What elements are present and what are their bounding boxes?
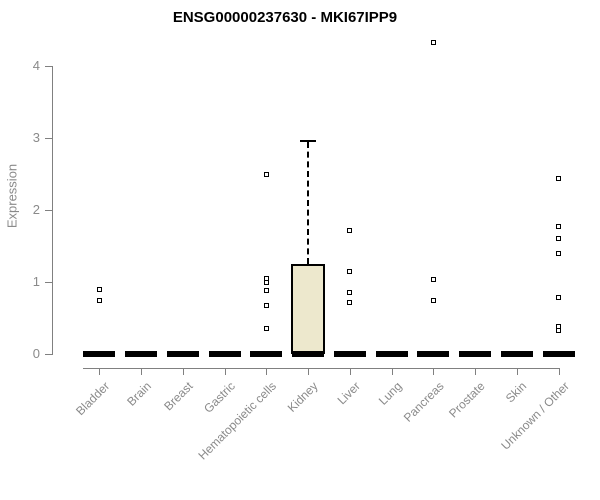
- median-bar: [500, 351, 533, 357]
- outlier-marker: [96, 297, 102, 303]
- median-bar: [459, 351, 492, 357]
- y-tick-label: 0: [32, 346, 40, 361]
- outlier-marker: [556, 295, 562, 301]
- median-bar: [375, 351, 408, 357]
- y-tick: [45, 210, 52, 211]
- outlier-marker: [347, 269, 353, 275]
- outlier-marker: [347, 290, 353, 296]
- outlier-marker: [263, 279, 269, 285]
- x-tick: [558, 368, 560, 375]
- x-tick: [308, 368, 310, 375]
- median-bar: [208, 351, 241, 357]
- y-tick: [45, 282, 52, 283]
- outlier-marker: [556, 328, 562, 334]
- x-tick: [266, 368, 268, 375]
- y-axis-line: [52, 66, 53, 355]
- x-tick-label: Pancreas: [400, 379, 447, 425]
- whisker-cap: [300, 139, 317, 142]
- x-tick-label: Brain: [124, 379, 155, 409]
- median-bar: [166, 351, 199, 357]
- median-bar: [125, 351, 158, 357]
- x-tick: [182, 368, 184, 375]
- outlier-marker: [556, 236, 562, 242]
- x-tick-label: Lung: [375, 379, 405, 408]
- whisker: [307, 141, 310, 264]
- outlier-marker: [556, 250, 562, 256]
- y-tick-label: 4: [32, 58, 40, 73]
- y-tick: [45, 66, 52, 67]
- y-tick-label: 2: [32, 202, 40, 217]
- x-tick: [141, 368, 143, 375]
- x-axis-line: [83, 368, 560, 369]
- outlier-marker: [263, 171, 269, 177]
- x-tick-label: Hematopoietic cells: [195, 379, 280, 463]
- x-tick-label: Prostate: [446, 379, 488, 421]
- x-tick-label: Skin: [503, 379, 530, 406]
- x-tick-label: Kidney: [285, 379, 322, 415]
- outlier-marker: [263, 303, 269, 309]
- outlier-marker: [430, 39, 436, 45]
- median-bar: [542, 351, 575, 357]
- median-bar: [417, 351, 450, 357]
- x-tick: [99, 368, 101, 375]
- x-tick: [433, 368, 435, 375]
- x-tick-label: Bladder: [73, 379, 113, 419]
- x-tick: [475, 368, 477, 375]
- box: [291, 264, 326, 354]
- x-tick: [391, 368, 393, 375]
- outlier-marker: [430, 298, 436, 304]
- outlier-marker: [430, 277, 436, 283]
- y-axis-label: Expression: [4, 163, 20, 229]
- outlier-marker: [96, 286, 102, 292]
- outlier-marker: [556, 224, 562, 230]
- outlier-marker: [263, 325, 269, 331]
- y-tick-label: 1: [32, 274, 40, 289]
- outlier-marker: [263, 288, 269, 294]
- x-tick: [349, 368, 351, 375]
- y-tick-label: 3: [32, 130, 40, 145]
- x-tick-label: Liver: [334, 379, 363, 408]
- median-bar: [250, 351, 283, 357]
- median-bar: [333, 351, 366, 357]
- x-tick-label: Breast: [161, 379, 196, 414]
- x-tick: [516, 368, 518, 375]
- chart-title: ENSG00000237630 - MKI67IPP9: [172, 9, 398, 26]
- y-tick: [45, 354, 52, 355]
- outlier-marker: [556, 175, 562, 181]
- median-bar: [292, 351, 325, 357]
- median-bar: [83, 351, 116, 357]
- y-tick: [45, 138, 52, 139]
- x-tick-label: Gastric: [200, 379, 238, 416]
- outlier-marker: [347, 228, 353, 234]
- x-tick: [224, 368, 226, 375]
- outlier-marker: [347, 299, 353, 305]
